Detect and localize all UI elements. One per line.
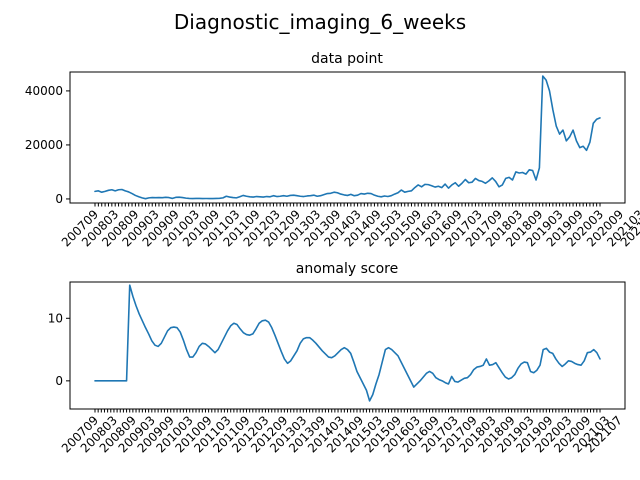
anomaly-score-ytick-label: 0 bbox=[55, 374, 63, 388]
anomaly-score-subplot-title: anomaly score bbox=[296, 261, 398, 277]
data-point-ytick-label: 40000 bbox=[25, 84, 63, 98]
data-point-subplot-title: data point bbox=[311, 51, 383, 67]
figure-title: Diagnostic_imaging_6_weeks bbox=[174, 10, 466, 34]
data-point-series-line bbox=[94, 75, 601, 200]
anomaly-score-ytick-label: 10 bbox=[48, 311, 63, 325]
anomaly-score-series-line bbox=[94, 284, 601, 402]
anomaly-score-subplot: anomaly score 01020070920080320080920090… bbox=[48, 261, 626, 456]
data-point-ytick-label: 20000 bbox=[25, 138, 63, 152]
data-point-ytick-label: 0 bbox=[55, 192, 63, 206]
